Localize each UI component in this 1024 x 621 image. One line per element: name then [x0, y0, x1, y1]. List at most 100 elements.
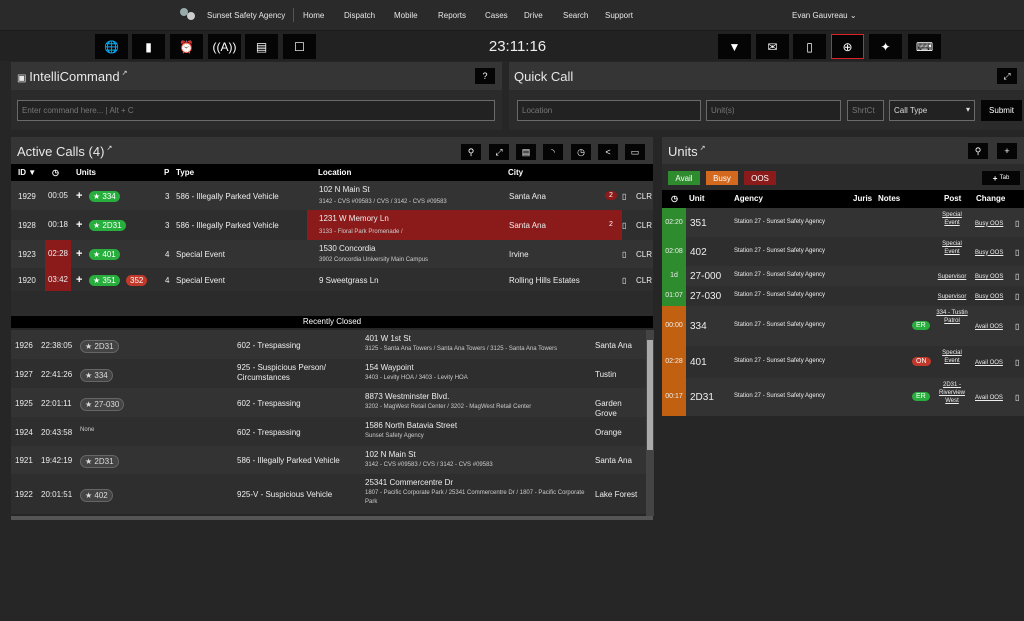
clipboard-icon[interactable]: ▯ [1015, 393, 1020, 402]
unit-change-links[interactable]: Busy OOS [975, 294, 1004, 300]
expand-icon[interactable]: ⤢ [489, 144, 509, 160]
command-input[interactable]: Enter command here... | Alt + C [17, 100, 495, 121]
unit-change-links[interactable]: Busy OOS [975, 274, 1004, 280]
unit-post-link[interactable]: Special Event [942, 241, 962, 255]
nav-support[interactable]: Support [605, 11, 634, 20]
submit-button[interactable]: Submit [981, 100, 1022, 121]
window-icon[interactable]: ☐ [283, 34, 316, 59]
unit-post-link[interactable]: 2D31 - Riverview West [938, 382, 965, 404]
clipboard-icon[interactable]: ▯ [1015, 358, 1020, 367]
rss-icon[interactable]: ◝ [543, 144, 563, 160]
share-icon[interactable]: < [598, 144, 618, 160]
clipboard-icon[interactable]: ▯ [1015, 218, 1020, 228]
unit-row[interactable]: 02:20 351 Station 27 - Sunset Safety Agenc… [662, 208, 1024, 237]
location-input[interactable]: Location [517, 100, 701, 121]
table-row[interactable]: 1929 00:05 + ★ 334 3 586 - Illegally Parked V… [11, 181, 653, 210]
unit-row[interactable]: 00:17 2D31 Station 27 - Sunset Safety Agen… [662, 378, 1024, 416]
search-icon[interactable]: ⚲ [968, 143, 988, 159]
clock-icon[interactable]: ◷ [571, 144, 591, 160]
unit-badge[interactable]: ★ 401 [89, 249, 120, 260]
phone-icon[interactable]: ▯ [793, 34, 826, 59]
filter-avail-button[interactable]: Avail [668, 171, 700, 185]
alarm-icon[interactable]: ⏰ [170, 34, 203, 59]
unit-row[interactable]: 00:00 334 Station 27 - Sunset Safety Agenc… [662, 306, 1024, 346]
scrollbar[interactable] [646, 330, 654, 516]
unit-name[interactable]: 334 [690, 321, 707, 332]
unit-name[interactable]: 402 [690, 246, 707, 258]
add-circle-icon[interactable]: ⊕ [831, 34, 864, 59]
closed-row[interactable]: 1926 22:38:05 ★ 2D31 602 - Trespassing 401 W… [11, 330, 646, 359]
unit-post-link[interactable]: Special Event [942, 350, 962, 364]
unit-change-links[interactable]: Avail OOS [975, 324, 1003, 330]
table-row[interactable]: 1928 00:18 + ★ 2D31 3 586 - Illegally Parked … [11, 210, 653, 240]
unit-change-links[interactable]: Avail OOS [975, 395, 1003, 401]
unit-post-link[interactable]: 334 - Tustin Patrol [936, 310, 968, 324]
add-unit-icon[interactable]: + [76, 273, 83, 286]
unit-post-link[interactable]: Special Event [942, 212, 962, 226]
unit-badge[interactable]: ★ 351 [89, 274, 120, 286]
keyboard-icon[interactable]: ⌨ [908, 34, 941, 59]
unit-badge[interactable]: ★ 2D31 [89, 220, 126, 231]
book-icon[interactable]: ▮ [132, 34, 165, 59]
table-row[interactable]: 1923 02:28 + ★ 401 4 Special Event 1530 Concor… [11, 240, 653, 268]
clipboard-icon[interactable]: ▯ [1015, 272, 1020, 281]
clipboard-icon[interactable]: ▯ [622, 191, 627, 201]
calculator-icon[interactable]: ▤ [516, 144, 536, 160]
closed-row[interactable]: 1924 20:43:58 None 602 - Trespassing 1586 No… [11, 417, 646, 446]
add-unit-icon[interactable]: + [76, 219, 83, 231]
table-row[interactable]: 1920 03:42 + ★ 351 352 4 Special Event 9 Sweetg… [11, 268, 653, 291]
unit-post-link[interactable]: Supervisor [937, 294, 967, 300]
clear-call-button[interactable]: CLR [636, 191, 653, 201]
shortcut-input[interactable]: ShrtCt [847, 100, 884, 121]
nav-mobile[interactable]: Mobile [394, 11, 418, 20]
add-unit-icon[interactable]: + [76, 248, 83, 260]
unit-change-links[interactable]: Busy OOS [975, 249, 1004, 256]
unit-row[interactable]: 02:08 402 Station 27 - Sunset Safety Agenc… [662, 237, 1024, 266]
clipboard-icon[interactable]: ▯ [622, 221, 627, 230]
unit-row[interactable]: 02:28 401 Station 27 - Sunset Safety Agenc… [662, 346, 1024, 378]
filter-icon[interactable]: ▼ [718, 34, 751, 59]
add-icon[interactable]: + [997, 143, 1017, 159]
globe-icon[interactable]: 🌐 [95, 34, 128, 59]
clear-call-button[interactable]: CLR [636, 275, 653, 285]
user-menu[interactable]: Evan Gauvreau ⌄ [792, 11, 857, 20]
clipboard-icon[interactable]: ▯ [1015, 322, 1020, 331]
broadcast-icon[interactable]: ((A)) [208, 34, 241, 59]
clipboard-icon[interactable]: ▯ [1015, 247, 1020, 257]
unit-row[interactable]: 01:07 27-030 Station 27 - Sunset Safety Ag… [662, 286, 1024, 306]
unit-row[interactable]: 1d 27-000 Station 27 - Sunset Safety Agenc… [662, 266, 1024, 286]
unit-name[interactable]: 351 [690, 217, 707, 229]
closed-row[interactable]: 1927 22:41:26 ★ 334 925 - Suspicious Person… [11, 359, 646, 388]
clipboard-icon[interactable]: ▯ [622, 250, 627, 259]
calculator-icon[interactable]: ▤ [245, 34, 278, 59]
clear-call-button[interactable]: CLR [636, 250, 653, 259]
unit-badge[interactable]: 352 [126, 274, 148, 286]
closed-row[interactable]: 1922 20:01:51 ★ 402 925-V - Suspicious Vehi… [11, 474, 646, 514]
message-icon[interactable]: ✉ [756, 34, 789, 59]
clear-call-button[interactable]: CLR [636, 221, 653, 230]
clipboard-icon[interactable]: ▯ [622, 275, 627, 285]
nav-cases[interactable]: Cases [485, 11, 508, 20]
monitor-icon[interactable]: ▭ [625, 144, 645, 160]
add-tab-button[interactable]: + Tab [982, 171, 1020, 185]
add-unit-icon[interactable]: + [76, 189, 83, 202]
nav-drive[interactable]: Drive [524, 11, 543, 20]
unit-name[interactable]: 2D31 [690, 392, 714, 403]
call-type-select[interactable]: Call Type ▾ [889, 100, 975, 121]
closed-row[interactable]: 1925 22:01:11 ★ 27-030 602 - Trespassing 887… [11, 388, 646, 418]
filter-busy-button[interactable]: Busy [706, 171, 738, 185]
units-input[interactable]: Unit(s) [706, 100, 841, 121]
filter-oos-button[interactable]: OOS [744, 171, 776, 185]
unit-badge[interactable]: ★ 334 [89, 190, 120, 202]
sparkle-icon[interactable]: ✦ [869, 34, 902, 59]
unit-name[interactable]: 27-030 [690, 291, 722, 302]
unit-change-links[interactable]: Busy OOS [975, 220, 1004, 227]
search-icon[interactable]: ⚲ [461, 144, 481, 160]
closed-row[interactable]: 1921 19:42:19 ★ 2D31 586 - Illegally Parked… [11, 446, 646, 474]
unit-change-links[interactable]: Avail OOS [975, 360, 1003, 366]
unit-post-link[interactable]: Supervisor [937, 274, 967, 280]
nav-dispatch[interactable]: Dispatch [344, 11, 376, 20]
clipboard-icon[interactable]: ▯ [1015, 292, 1020, 301]
nav-reports[interactable]: Reports [438, 11, 467, 20]
nav-home[interactable]: Home [303, 11, 325, 20]
